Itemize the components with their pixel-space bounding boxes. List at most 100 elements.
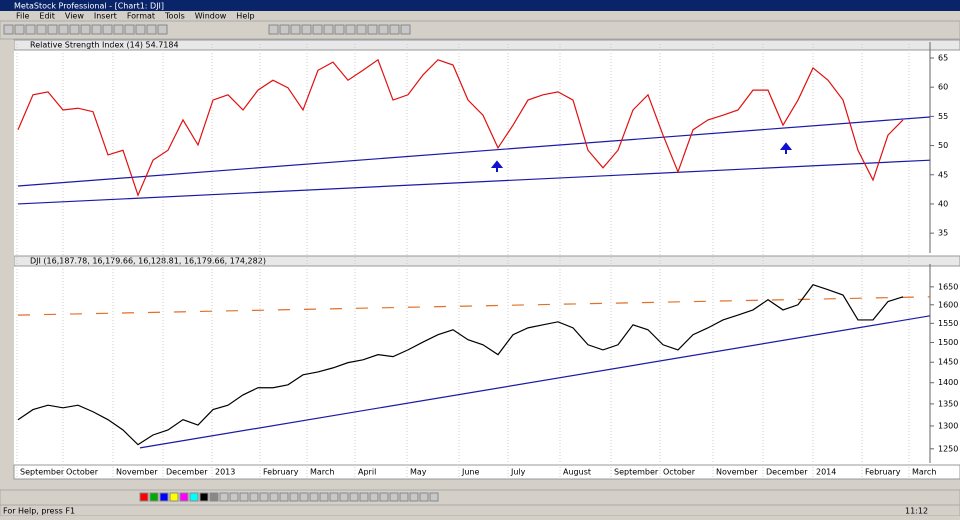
toolbar-button[interactable] xyxy=(179,492,189,502)
x-tick-label: December xyxy=(766,468,808,477)
toolbar-button[interactable] xyxy=(189,492,199,502)
y-tick-label: 1650 xyxy=(938,282,958,291)
toolbar-button[interactable] xyxy=(419,492,429,502)
toolbar-button[interactable] xyxy=(249,492,259,502)
toolbar-button[interactable] xyxy=(58,24,69,35)
toolbar-button[interactable] xyxy=(359,492,369,502)
toolbar-button[interactable] xyxy=(399,492,409,502)
side-toolbar xyxy=(0,40,14,465)
y-tick-label: 65 xyxy=(938,54,948,63)
toolbar-button[interactable] xyxy=(25,24,36,35)
toolbar-button[interactable] xyxy=(329,492,339,502)
toolbar-button[interactable] xyxy=(400,24,411,35)
trend-line xyxy=(17,296,931,316)
toolbar-button[interactable] xyxy=(290,24,301,35)
toolbar-button[interactable] xyxy=(429,492,439,502)
toolbar-button[interactable] xyxy=(389,24,400,35)
toolbar-button[interactable] xyxy=(356,24,367,35)
status-time: 11:12 xyxy=(905,507,928,516)
menu-item[interactable]: Insert xyxy=(94,12,117,21)
x-tick-label: February xyxy=(865,468,901,477)
x-tick-label: September xyxy=(614,468,659,477)
toolbar-button[interactable] xyxy=(149,492,159,502)
y-tick-label: 1400 xyxy=(938,378,958,387)
toolbar-button[interactable] xyxy=(299,492,309,502)
x-tick-label: August xyxy=(563,468,591,477)
toolbar-button[interactable] xyxy=(135,24,146,35)
toolbar-button[interactable] xyxy=(139,492,149,502)
toolbar-button[interactable] xyxy=(367,24,378,35)
toolbar-button[interactable] xyxy=(268,24,279,35)
menu-item[interactable]: Tools xyxy=(164,12,185,21)
toolbar-button[interactable] xyxy=(199,492,209,502)
toolbar-button[interactable] xyxy=(309,492,319,502)
toolbar-button[interactable] xyxy=(312,24,323,35)
toolbar-button[interactable] xyxy=(113,24,124,35)
toolbar-button[interactable] xyxy=(239,492,249,502)
menu-item[interactable]: Help xyxy=(236,12,254,21)
menu-item[interactable]: Window xyxy=(195,12,227,21)
toolbar-button[interactable] xyxy=(379,492,389,502)
toolbar-button[interactable] xyxy=(219,492,229,502)
toolbar-button[interactable] xyxy=(369,492,379,502)
x-tick-label: November xyxy=(116,468,158,477)
menu-item[interactable]: File xyxy=(16,12,29,21)
toolbar-button[interactable] xyxy=(289,492,299,502)
arrow-marker xyxy=(490,160,504,172)
toolbar-button[interactable] xyxy=(91,24,102,35)
status-bar xyxy=(0,504,960,517)
toolbar-button[interactable] xyxy=(323,24,334,35)
x-tick-label: July xyxy=(510,468,526,477)
menu-item[interactable]: View xyxy=(65,12,84,21)
toolbar-button[interactable] xyxy=(159,492,169,502)
toolbar-button[interactable] xyxy=(378,24,389,35)
toolbar-button[interactable] xyxy=(124,24,135,35)
toolbar-button[interactable] xyxy=(409,492,419,502)
toolbar-button[interactable] xyxy=(301,24,312,35)
toolbar-button[interactable] xyxy=(334,24,345,35)
scrollbar xyxy=(0,480,960,490)
trend-line xyxy=(17,116,931,187)
toolbar-button[interactable] xyxy=(102,24,113,35)
x-tick-label: 2014 xyxy=(816,468,836,477)
y-tick-label: 60 xyxy=(938,83,948,92)
toolbar-button[interactable] xyxy=(3,24,14,35)
toolbar-button[interactable] xyxy=(269,492,279,502)
toolbar-button[interactable] xyxy=(389,492,399,502)
title-bar xyxy=(0,0,960,11)
toolbar-button[interactable] xyxy=(146,24,157,35)
data-line xyxy=(17,284,904,446)
y-tick-label: 45 xyxy=(938,170,948,179)
toolbar-button[interactable] xyxy=(157,24,168,35)
toolbar-button[interactable] xyxy=(14,24,25,35)
toolbar-button[interactable] xyxy=(349,492,359,502)
x-tick-label: October xyxy=(66,468,99,477)
y-tick-label: 1450 xyxy=(938,358,958,367)
arrow-marker xyxy=(779,142,793,154)
y-tick-label: 40 xyxy=(938,199,948,208)
toolbar-button[interactable] xyxy=(47,24,58,35)
toolbar-button[interactable] xyxy=(209,492,219,502)
toolbar-button[interactable] xyxy=(339,492,349,502)
toolbar-button[interactable] xyxy=(80,24,91,35)
x-tick-label: April xyxy=(358,468,376,477)
toolbar-button[interactable] xyxy=(345,24,356,35)
toolbar-button[interactable] xyxy=(259,492,269,502)
toolbar-button[interactable] xyxy=(69,24,80,35)
window-title: MetaStock Professional - [Chart1: DJI] xyxy=(14,2,164,11)
x-tick-label: March xyxy=(912,468,936,477)
trend-line xyxy=(17,159,931,205)
status-text: For Help, press F1 xyxy=(3,507,75,516)
menu-item[interactable]: Format xyxy=(127,12,155,21)
toolbar-button[interactable] xyxy=(279,492,289,502)
x-tick-label: November xyxy=(716,468,758,477)
y-tick-label: 50 xyxy=(938,141,948,150)
toolbar-button[interactable] xyxy=(319,492,329,502)
toolbar-button[interactable] xyxy=(279,24,290,35)
y-tick-label: 1300 xyxy=(938,421,958,430)
toolbar-button[interactable] xyxy=(169,492,179,502)
toolbar-button[interactable] xyxy=(36,24,47,35)
menu-item[interactable]: Edit xyxy=(39,12,55,21)
toolbar-button[interactable] xyxy=(229,492,239,502)
y-tick-label: 1550 xyxy=(938,319,958,328)
